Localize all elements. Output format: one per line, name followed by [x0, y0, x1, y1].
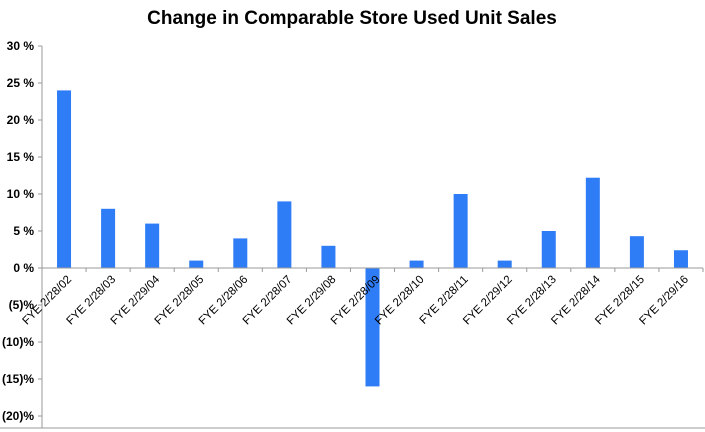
bar: [233, 238, 248, 268]
y-tick-label: (15)%: [2, 372, 34, 386]
bar: [673, 250, 688, 268]
bar: [145, 223, 160, 268]
bar: [541, 231, 556, 268]
chart-title: Change in Comparable Store Used Unit Sal…: [147, 8, 557, 29]
bar: [409, 260, 424, 268]
bar: [321, 245, 336, 268]
y-tick-label: (5)%: [9, 298, 35, 312]
bar: [277, 201, 292, 268]
y-axis-ticks: 30 % 25 % 20 % 15 % 10 % 5 % 0 % (5)% (10)% (15)%…: [2, 39, 42, 423]
y-tick-label: (20)%: [2, 409, 34, 423]
y-tick-label: 30 %: [7, 39, 35, 53]
bar: [497, 260, 512, 268]
bar: [365, 268, 380, 387]
y-tick-label: 20 %: [7, 113, 35, 127]
y-tick-label: 5 %: [13, 224, 34, 238]
bar: [453, 194, 468, 268]
y-tick-label: 25 %: [7, 76, 35, 90]
y-tick-label: 15 %: [7, 150, 35, 164]
y-tick-label: 10 %: [7, 187, 35, 201]
bar: [57, 90, 72, 269]
y-tick-label: 0 %: [13, 261, 34, 275]
y-tick-label: (10)%: [2, 335, 34, 349]
bars-group: [57, 90, 688, 387]
bar: [585, 177, 600, 268]
bar: [101, 208, 116, 268]
bar: [629, 236, 644, 268]
bar: [189, 260, 204, 268]
